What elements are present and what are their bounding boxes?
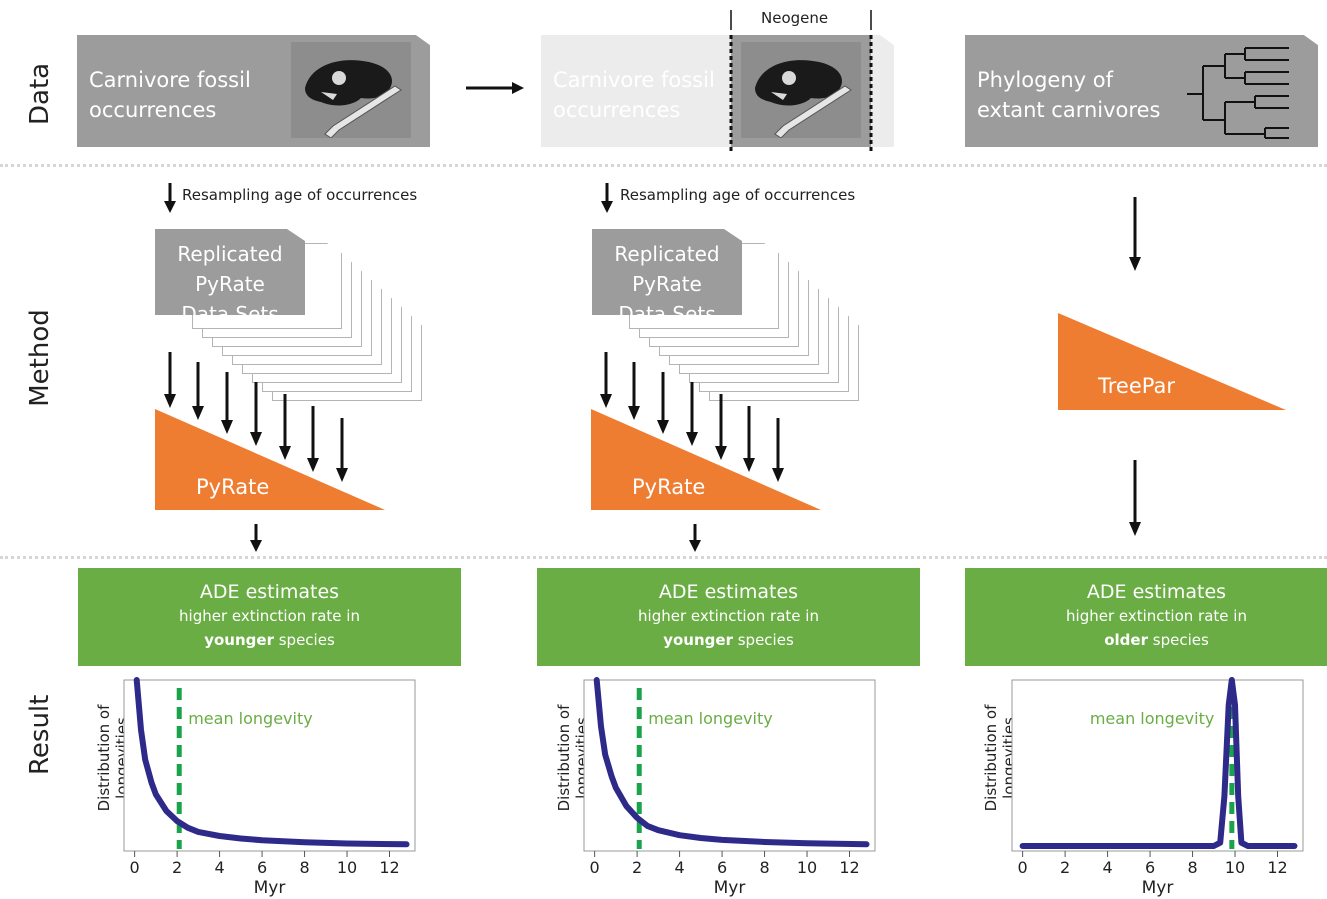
mean-longevity-label: mean longevity — [648, 709, 773, 728]
result-line2: higher extinction rate in — [1066, 607, 1247, 625]
resample-label: Resampling age of occurrences — [182, 186, 418, 204]
data-box-line1: Carnivore fossil — [553, 68, 715, 92]
neogene-label: Neogene — [761, 9, 829, 27]
resample-label: Resampling age of occurrences — [620, 186, 856, 204]
x-tick-label: 10 — [337, 858, 357, 877]
x-tick-label: 6 — [257, 858, 267, 877]
arrows-to-pyrate — [600, 352, 784, 482]
x-tick-label: 4 — [214, 858, 224, 877]
x-tick-label: 8 — [759, 858, 769, 877]
neogene-bounds — [729, 10, 873, 153]
skull-bone-image — [741, 42, 861, 139]
result-rest: species — [732, 631, 794, 649]
x-tick-label: 10 — [797, 858, 817, 877]
pyrate-triangle — [155, 409, 385, 510]
x-axis-label: Myr — [714, 878, 746, 898]
result-rest: species — [273, 631, 335, 649]
row-label-method: Method — [25, 309, 55, 407]
arrow-down-icon — [689, 524, 701, 552]
longevity-chart: 0 2 4 6 8 10 12 mean longevity Myr — [583, 677, 876, 898]
result-box: ADE estimates higher extinction rate in … — [78, 568, 461, 666]
data-box-line2: occurrences — [553, 98, 681, 122]
x-tick-label: 4 — [674, 858, 684, 877]
result-title: ADE estimates — [658, 581, 799, 603]
plot-frame — [123, 679, 416, 852]
result-bold: younger — [204, 631, 274, 649]
x-tick-label: 4 — [1102, 858, 1112, 877]
data-box-line1: Phylogeny of — [977, 68, 1113, 92]
x-tick-label: 6 — [1145, 858, 1155, 877]
x-tick-label: 12 — [839, 858, 859, 877]
x-tick-label: 0 — [590, 858, 600, 877]
data-box-phylogeny: Phylogeny of extant carnivores — [965, 35, 1318, 147]
sheet-line1: Replicated — [614, 242, 720, 266]
arrow-right-icon — [466, 82, 524, 94]
mean-longevity-label: mean longevity — [188, 709, 313, 728]
pyrate-triangle — [591, 409, 821, 510]
result-box: ADE estimates higher extinction rate in … — [965, 568, 1327, 666]
x-tick-label: 0 — [1018, 858, 1028, 877]
pyrate-label: PyRate — [632, 475, 706, 499]
phylogeny-tree-icon — [1187, 47, 1289, 139]
x-axis-label: Myr — [1142, 878, 1174, 898]
mean-longevity-label: mean longevity — [1090, 709, 1215, 728]
longevity-curve — [1019, 677, 1298, 849]
result-title: ADE estimates — [199, 581, 340, 603]
result-line2: higher extinction rate in — [179, 607, 360, 625]
sheet-line3: Data Sets — [618, 302, 716, 326]
arrow-down-icon — [1129, 197, 1141, 271]
row-label-data: Data — [25, 62, 55, 125]
arrow-down-icon — [250, 524, 262, 552]
x-tick-label: 0 — [130, 858, 140, 877]
sheet-line2: PyRate — [632, 272, 702, 296]
replicated-data-sets: Replicated PyRate Data Sets — [592, 229, 742, 315]
treepar-triangle — [1058, 313, 1286, 410]
row-label-result: Result — [25, 694, 55, 775]
result-rest: species — [1147, 631, 1209, 649]
x-tick-label: 12 — [379, 858, 399, 877]
result-bold: older — [1104, 631, 1148, 649]
x-tick-label: 6 — [717, 858, 727, 877]
replicated-data-sets: Replicated PyRate Data Sets — [155, 229, 305, 315]
arrow-down-icon — [164, 183, 176, 213]
data-box-line2: occurrences — [89, 98, 217, 122]
x-tick-label: 10 — [1225, 858, 1245, 877]
x-tick-label: 12 — [1267, 858, 1287, 877]
longevity-chart: 0 2 4 6 8 10 12 mean longevity Myr — [123, 677, 416, 898]
x-tick-label: 8 — [1187, 858, 1197, 877]
sheet-line3: Data Sets — [181, 302, 279, 326]
arrow-down-icon — [601, 183, 613, 213]
separator-data-method — [0, 164, 1327, 167]
plot-frame — [1011, 679, 1304, 852]
x-axis-label: Myr — [254, 878, 286, 898]
sheet-line1: Replicated — [177, 242, 283, 266]
x-tick-label: 8 — [299, 858, 309, 877]
plot-frame — [583, 679, 876, 852]
longevity-curve — [133, 677, 410, 848]
data-box-line1: Carnivore fossil — [89, 68, 251, 92]
skull-bone-image — [291, 42, 411, 139]
longevity-curve — [593, 677, 870, 848]
result-title: ADE estimates — [1086, 581, 1227, 603]
data-box-line2: extant carnivores — [977, 98, 1161, 122]
arrows-to-pyrate — [164, 352, 348, 482]
arrow-down-icon — [1129, 460, 1141, 536]
x-tick-label: 2 — [632, 858, 642, 877]
treepar-label: TreePar — [1098, 374, 1175, 398]
pyrate-label: PyRate — [196, 475, 270, 499]
longevity-chart: 0 2 4 6 8 10 12 mean longevity Myr — [1011, 677, 1304, 898]
x-tick-label: 2 — [1060, 858, 1070, 877]
result-bold: younger — [663, 631, 733, 649]
result-box: ADE estimates higher extinction rate in … — [537, 568, 920, 666]
x-tick-label: 2 — [172, 858, 182, 877]
result-line2: higher extinction rate in — [638, 607, 819, 625]
sheet-line2: PyRate — [195, 272, 265, 296]
separator-method-result — [0, 556, 1327, 559]
